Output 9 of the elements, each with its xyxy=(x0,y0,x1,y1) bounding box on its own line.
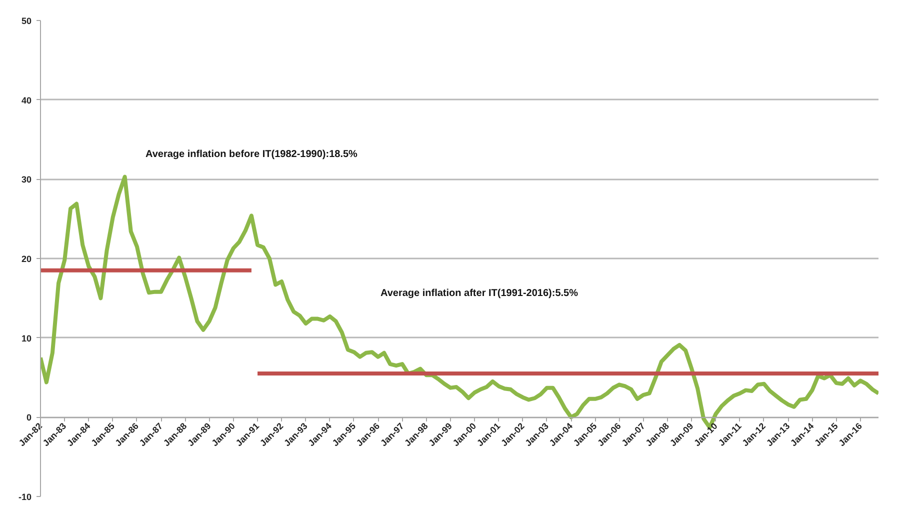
annotation: Average inflation after IT(1991-2016):5.5% xyxy=(380,288,578,299)
y-tick-label: 0 xyxy=(26,412,32,423)
y-tick-label: 50 xyxy=(21,16,32,26)
y-tick-label: 10 xyxy=(21,333,32,344)
y-tick-label: 20 xyxy=(21,254,32,264)
annotation: Average inflation before IT(1982-1990):18.5% xyxy=(146,149,358,160)
y-tick-label: -10 xyxy=(18,492,32,502)
y-tick-label: 30 xyxy=(21,174,32,185)
y-tick-label: 40 xyxy=(21,95,32,106)
